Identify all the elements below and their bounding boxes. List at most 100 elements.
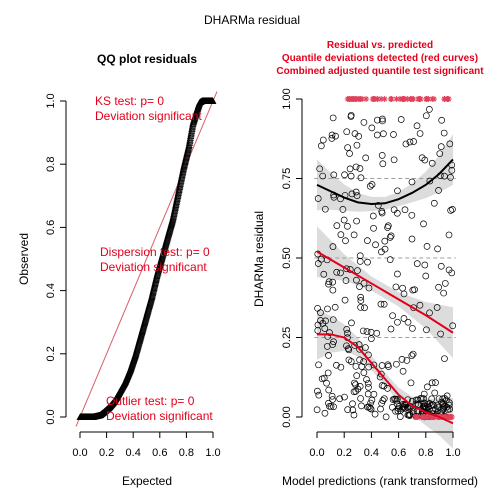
rvp-point	[449, 206, 456, 213]
rvp-point	[439, 406, 447, 413]
rvp-point	[443, 392, 451, 400]
rvp-point	[422, 272, 430, 280]
rvp-point	[326, 329, 333, 336]
rvp-point	[314, 260, 322, 267]
rvp-point	[339, 206, 347, 213]
qq-x-tick-label: 0.0	[72, 447, 87, 459]
rvp-point	[412, 396, 420, 404]
rvp-point	[395, 403, 403, 410]
rvp-point	[344, 345, 352, 352]
rvp-point	[406, 138, 414, 146]
qq-point	[187, 132, 195, 140]
rvp-point	[437, 330, 444, 338]
qq-point	[187, 129, 195, 136]
rvp-point	[409, 350, 417, 358]
rvp-point	[364, 237, 371, 244]
rvp-outlier	[423, 414, 430, 420]
rvp-point	[349, 406, 357, 414]
rvp-point	[378, 362, 386, 369]
rvp-point	[403, 357, 411, 364]
rvp-outlier	[416, 96, 423, 102]
rvp-point	[329, 396, 336, 403]
rvp-point	[394, 270, 401, 278]
rvp-point	[332, 132, 339, 140]
rvp-point	[441, 172, 448, 180]
qq-y-tick-label: 0.8	[45, 157, 57, 172]
rvp-point	[423, 383, 431, 391]
rvp-point	[336, 395, 343, 403]
rvp-point	[329, 316, 337, 324]
qq-point	[188, 123, 196, 131]
rvp-point	[393, 360, 400, 368]
rvp-point	[393, 209, 401, 217]
rvp-point	[346, 165, 354, 173]
rvp-point	[352, 362, 360, 370]
rvp-point	[325, 386, 333, 394]
rvp-point	[435, 283, 442, 291]
rvp-point	[407, 379, 415, 387]
rvp-point	[314, 195, 322, 202]
rvp-point	[440, 289, 447, 297]
rvp-points	[313, 96, 457, 421]
rvp-point	[390, 206, 398, 214]
rvp-point	[381, 237, 389, 245]
rvp-point	[371, 410, 379, 418]
rvp-point	[404, 403, 412, 411]
qq-point	[185, 142, 193, 150]
rvp-x-tick-label: 1.0	[445, 447, 460, 459]
rvp-point	[324, 305, 331, 313]
rvp-point	[448, 167, 456, 174]
rvp-point	[430, 401, 437, 409]
rvp-point	[348, 319, 355, 327]
rvp-point	[408, 235, 416, 243]
rvp-point	[373, 131, 381, 139]
qq-y-tick-label: 0.4	[45, 283, 57, 298]
rvp-outlier	[344, 96, 351, 102]
rvp-title-line-2: Quantile deviations detected (red curves…	[282, 53, 478, 64]
rvp-point	[329, 114, 337, 122]
rvp-point	[357, 395, 364, 402]
rvp-point	[384, 224, 391, 231]
qq-x-tick-label: 1.0	[205, 447, 220, 459]
rvp-point	[365, 363, 373, 371]
rvp-point	[431, 389, 439, 397]
rvp-point	[435, 187, 442, 194]
rvp-point	[392, 407, 399, 415]
rvp-point	[360, 369, 368, 376]
rvp-point	[392, 283, 400, 291]
rvp-point	[362, 154, 370, 162]
rvp-point	[416, 301, 424, 309]
rvp-point	[353, 192, 361, 199]
rvp-point	[404, 318, 412, 326]
rvp-point	[319, 320, 327, 327]
rvp-point	[437, 143, 445, 150]
rvp-point	[368, 124, 376, 132]
rvp-point	[340, 216, 348, 224]
rvp-point	[360, 119, 368, 126]
qq-y-axis-label: Observed	[17, 233, 31, 285]
rvp-point	[343, 265, 350, 273]
rvp-point	[344, 144, 351, 151]
rvp-point	[405, 411, 413, 419]
figure-title: DHARMa residual	[204, 13, 300, 27]
rvp-point	[360, 358, 368, 365]
rvp-point	[319, 172, 327, 180]
rvp-point	[420, 220, 427, 228]
rvp-outlier	[447, 414, 454, 420]
qq-y-tick-label: 1.0	[45, 93, 57, 108]
rvp-point	[432, 379, 439, 387]
rvp-point	[441, 280, 449, 287]
rvp-point	[447, 207, 455, 214]
rvp-point	[325, 280, 332, 288]
rvp-point	[389, 403, 396, 411]
rvp-point	[389, 312, 396, 320]
qq-identity-line	[75, 91, 218, 427]
rvp-point	[384, 385, 391, 392]
rvp-point	[396, 413, 404, 420]
rvp-point	[446, 140, 454, 148]
rvp-point	[357, 174, 365, 182]
rvp-point	[370, 224, 377, 232]
rvp-quantile-fits	[316, 158, 454, 425]
rvp-outlier	[423, 96, 430, 102]
rvp-point	[397, 116, 405, 123]
